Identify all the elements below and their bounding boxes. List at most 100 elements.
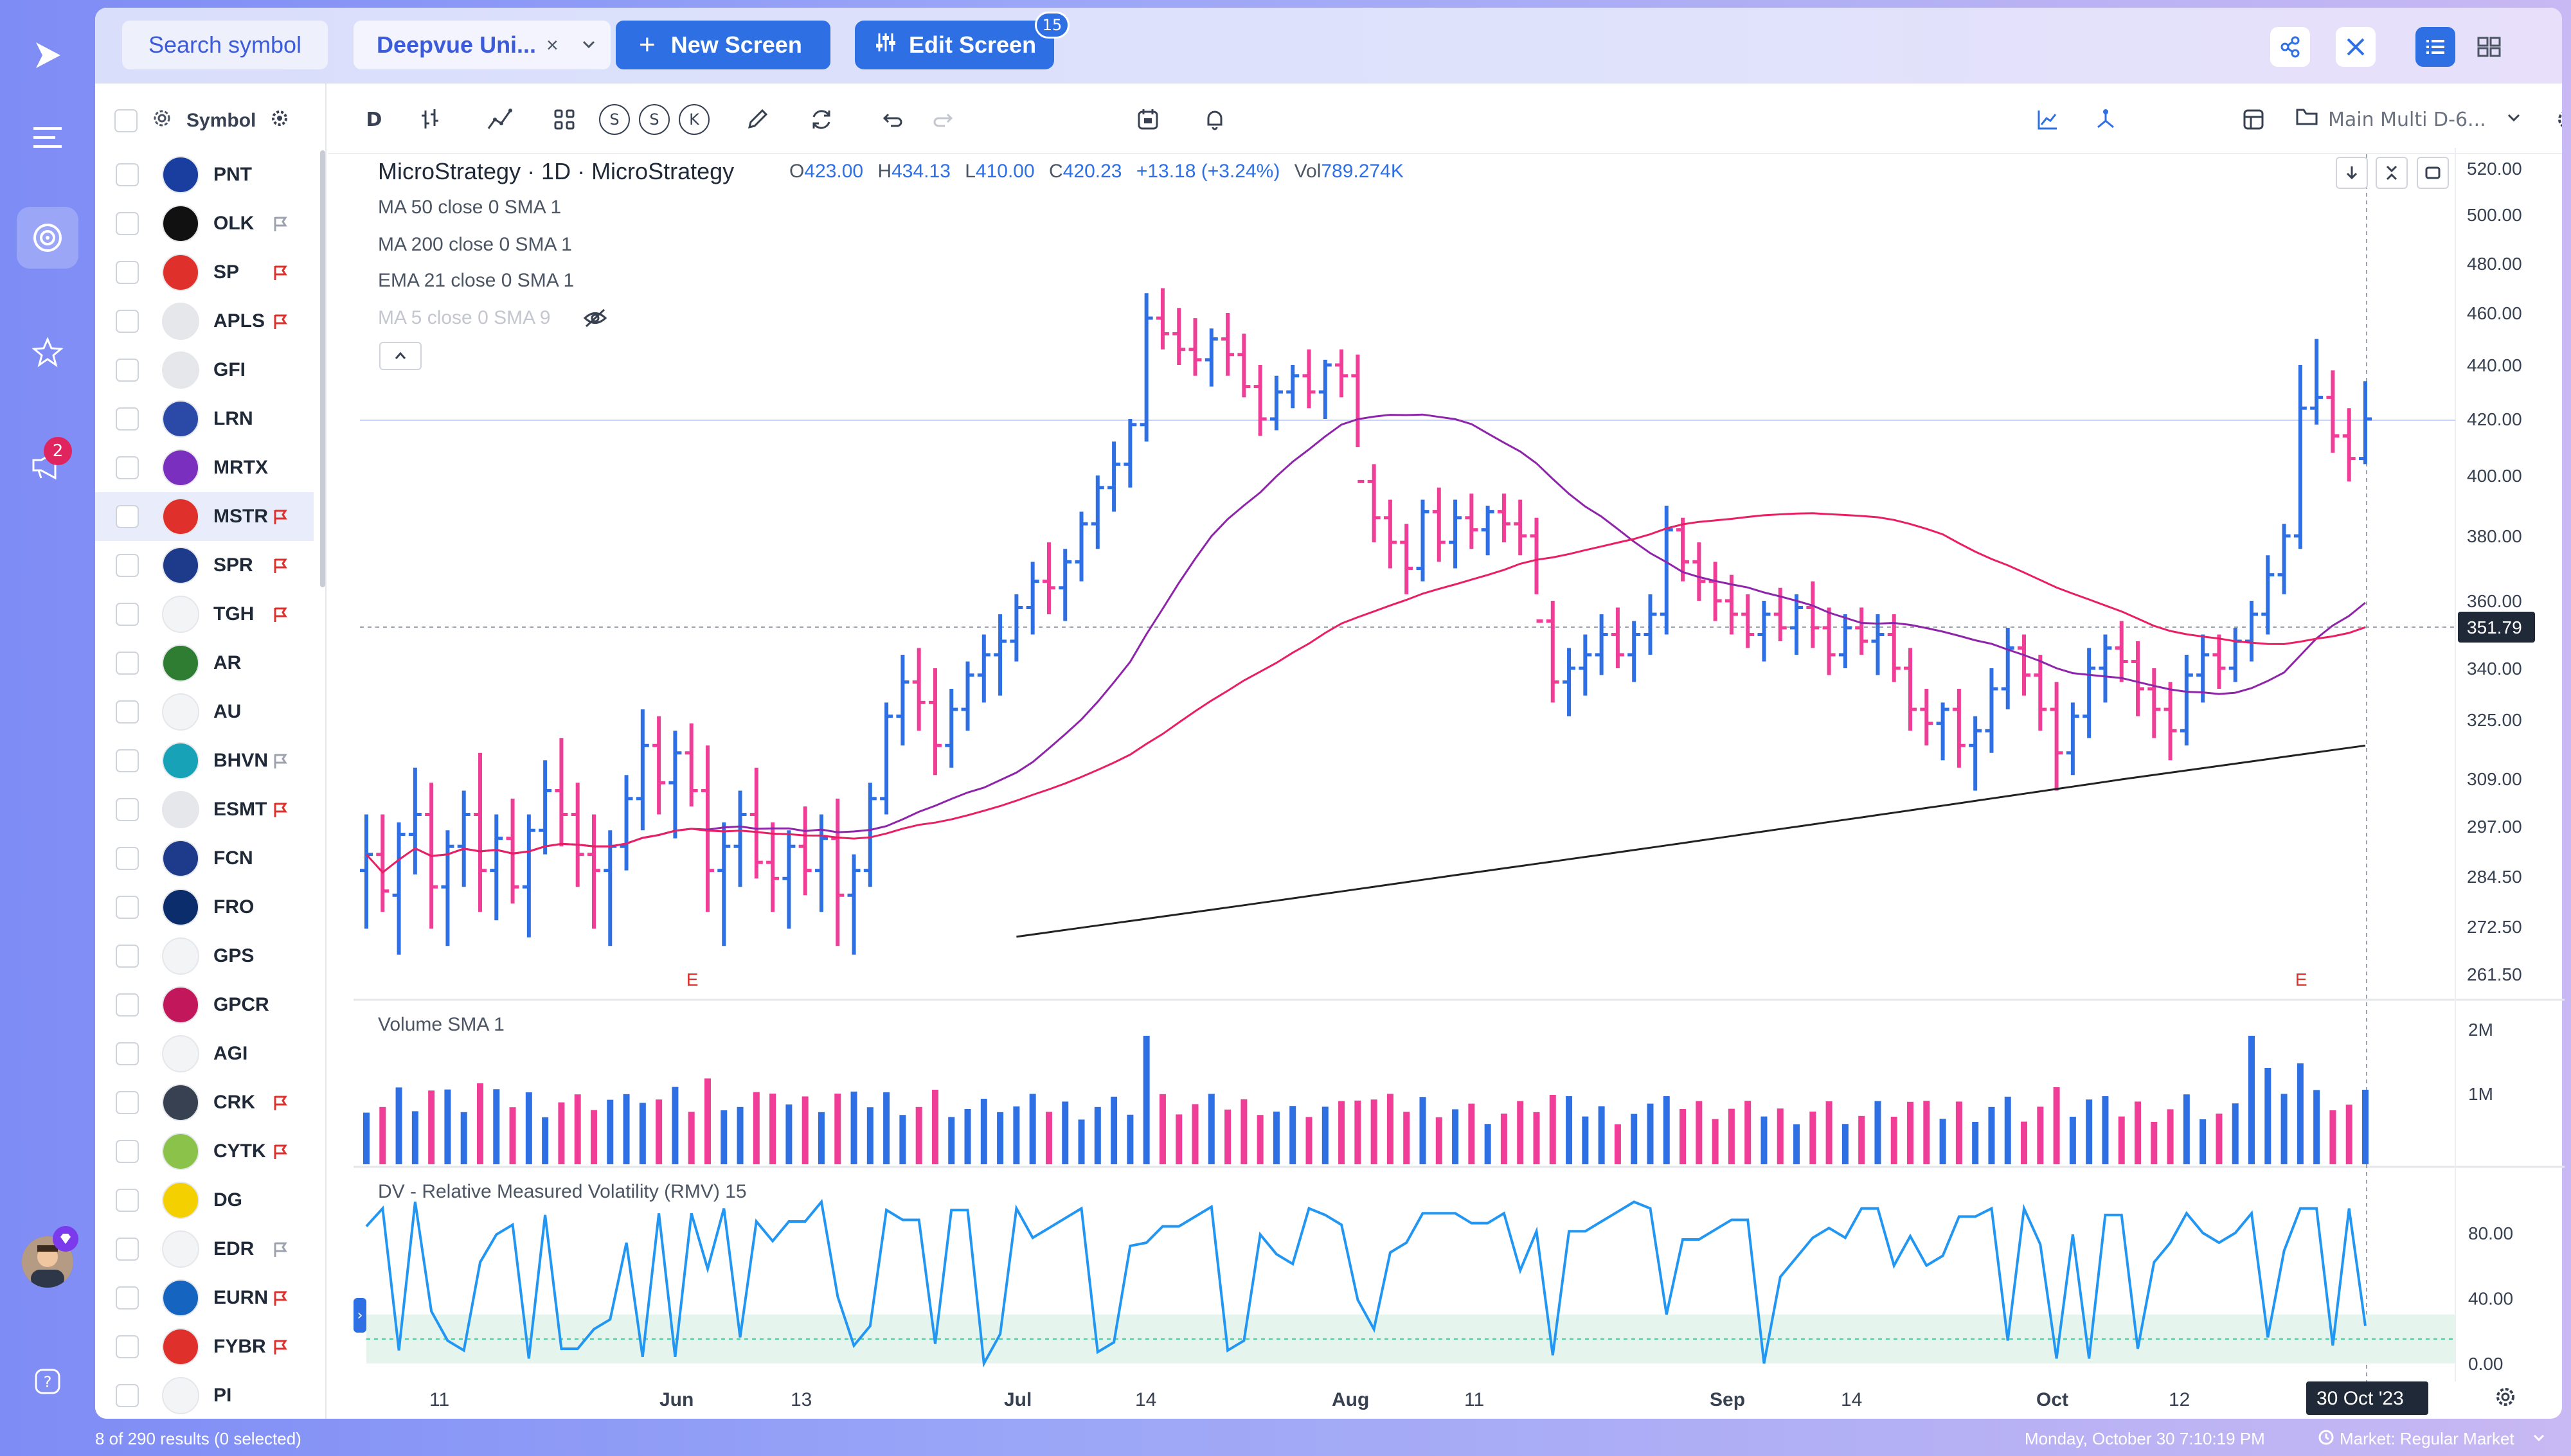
watchlist-row[interactable]: MSTR <box>95 492 314 541</box>
row-checkbox[interactable] <box>116 1140 139 1163</box>
watchlist-scrollbar[interactable] <box>320 150 325 587</box>
row-checkbox[interactable] <box>116 798 139 821</box>
line-chart-icon[interactable] <box>2030 102 2066 138</box>
star-icon[interactable] <box>17 321 78 383</box>
menu-lines-icon[interactable] <box>17 107 78 168</box>
symbol-column-header[interactable]: Symbol <box>186 110 256 131</box>
timezone-gear-icon[interactable] <box>2493 1384 2518 1412</box>
watchlist-row[interactable]: FYBR <box>95 1322 314 1371</box>
watchlist-row[interactable]: FCN <box>95 834 314 883</box>
row-checkbox[interactable] <box>116 1286 139 1310</box>
watchlist-row[interactable]: TGH <box>95 590 314 639</box>
watchlist-row[interactable]: GPCR <box>95 981 314 1029</box>
watchlist-row[interactable]: SP <box>95 248 314 297</box>
flag-icon[interactable] <box>271 752 289 770</box>
megaphone-icon[interactable]: 2 <box>17 434 78 496</box>
watchlist-row[interactable]: SPR <box>95 541 314 590</box>
s-toggle-1[interactable]: S <box>599 104 630 135</box>
row-checkbox[interactable] <box>116 407 139 431</box>
flag-icon[interactable] <box>271 312 289 330</box>
user-avatar[interactable] <box>22 1236 73 1288</box>
flag-icon[interactable] <box>271 801 289 819</box>
collapse-legend-button[interactable] <box>379 342 422 370</box>
row-checkbox[interactable] <box>116 896 139 919</box>
indicators-icon[interactable] <box>482 102 518 138</box>
flag-icon[interactable] <box>271 1338 289 1356</box>
undo-icon[interactable] <box>873 102 909 138</box>
row-checkbox[interactable] <box>116 1384 139 1407</box>
watchlist-row[interactable]: OLK <box>95 199 314 248</box>
calendar-icon[interactable] <box>1130 102 1166 138</box>
indicator-ma5[interactable]: MA 5 close 0 SMA 9 <box>378 307 551 328</box>
watchlist-row[interactable]: CYTK <box>95 1127 314 1176</box>
indicator-ma200[interactable]: MA 200 close 0 SMA 1 <box>378 234 572 255</box>
watchlist-row[interactable]: EURN <box>95 1274 314 1322</box>
flag-icon[interactable] <box>271 1142 289 1160</box>
scroll-down-icon[interactable] <box>2336 157 2368 189</box>
compare-icon[interactable] <box>2088 102 2124 138</box>
row-checkbox[interactable] <box>116 700 139 724</box>
row-checkbox[interactable] <box>116 310 139 333</box>
watchlist-row[interactable]: PI <box>95 1371 314 1419</box>
watchlist-row[interactable]: GPS <box>95 932 314 981</box>
row-checkbox[interactable] <box>116 554 139 577</box>
chart-settings-icon[interactable] <box>2549 102 2562 138</box>
flag-icon[interactable] <box>271 605 289 623</box>
watchlist-row[interactable]: BHVN <box>95 736 314 785</box>
flag-icon[interactable] <box>271 215 289 233</box>
edit-screen-button[interactable]: Edit Screen <box>855 21 1054 69</box>
row-checkbox[interactable] <box>116 993 139 1017</box>
flag-icon[interactable] <box>271 556 289 574</box>
new-screen-button[interactable]: + New Screen <box>616 21 830 69</box>
s-toggle-2[interactable]: S <box>639 104 670 135</box>
market-chevron-icon[interactable] <box>2531 1430 2547 1450</box>
volume-pane-label[interactable]: Volume SMA 1 <box>378 1014 505 1035</box>
help-icon[interactable]: ? <box>17 1351 78 1412</box>
watchlist-row[interactable]: MRTX <box>95 443 314 492</box>
flag-icon[interactable] <box>271 1240 289 1258</box>
row-checkbox[interactable] <box>116 603 139 626</box>
screen-tab[interactable]: Deepvue Uni... × <box>354 21 611 69</box>
flag-icon[interactable] <box>271 1289 289 1307</box>
gear-icon[interactable] <box>150 107 174 135</box>
row-checkbox[interactable] <box>116 847 139 870</box>
watchlist-row[interactable]: DG <box>95 1176 314 1225</box>
app-logo-icon[interactable] <box>17 24 78 86</box>
flag-icon[interactable] <box>271 1094 289 1112</box>
row-checkbox[interactable] <box>116 1335 139 1358</box>
indicator-ema21[interactable]: EMA 21 close 0 SMA 1 <box>378 270 575 291</box>
bar-type-icon[interactable] <box>413 102 449 138</box>
row-checkbox[interactable] <box>116 1042 139 1065</box>
row-checkbox[interactable] <box>116 212 139 235</box>
chevron-down-icon[interactable] <box>580 32 598 59</box>
watchlist-row[interactable]: PNT <box>95 150 314 199</box>
interval-button[interactable]: D <box>366 108 382 131</box>
refresh-icon[interactable] <box>803 102 839 138</box>
watchlist-row[interactable]: LRN <box>95 395 314 443</box>
list-view-icon[interactable] <box>2415 27 2455 67</box>
row-checkbox[interactable] <box>116 359 139 382</box>
eye-hidden-icon[interactable] <box>582 307 608 332</box>
row-checkbox[interactable] <box>116 652 139 675</box>
maximize-pane-icon[interactable] <box>2417 157 2449 189</box>
flag-icon[interactable] <box>271 508 289 526</box>
layout-selector[interactable]: Main Multi D-6... <box>2295 102 2526 138</box>
target-icon[interactable] <box>17 207 78 269</box>
settings-icon[interactable] <box>269 107 291 134</box>
watchlist-row[interactable]: AGI <box>95 1029 314 1078</box>
watchlist-row[interactable]: AU <box>95 688 314 736</box>
row-checkbox[interactable] <box>116 945 139 968</box>
collapse-pane-icon[interactable] <box>2376 157 2408 189</box>
x-social-icon[interactable] <box>2336 27 2376 67</box>
row-checkbox[interactable] <box>116 163 139 186</box>
share-icon[interactable] <box>2270 27 2310 67</box>
rmv-pane-label[interactable]: DV - Relative Measured Volatility (RMV) … <box>378 1181 747 1202</box>
row-checkbox[interactable] <box>116 505 139 528</box>
watchlist-row[interactable]: FRO <box>95 883 314 932</box>
grid-view-icon[interactable] <box>2469 27 2509 67</box>
collapse-panel-handle[interactable]: › <box>354 1298 366 1333</box>
watchlist-row[interactable]: APLS <box>95 297 314 346</box>
watchlist-row[interactable]: ESMT <box>95 785 314 834</box>
layout-icon[interactable] <box>2235 102 2271 138</box>
watchlist-row[interactable]: GFI <box>95 346 314 395</box>
